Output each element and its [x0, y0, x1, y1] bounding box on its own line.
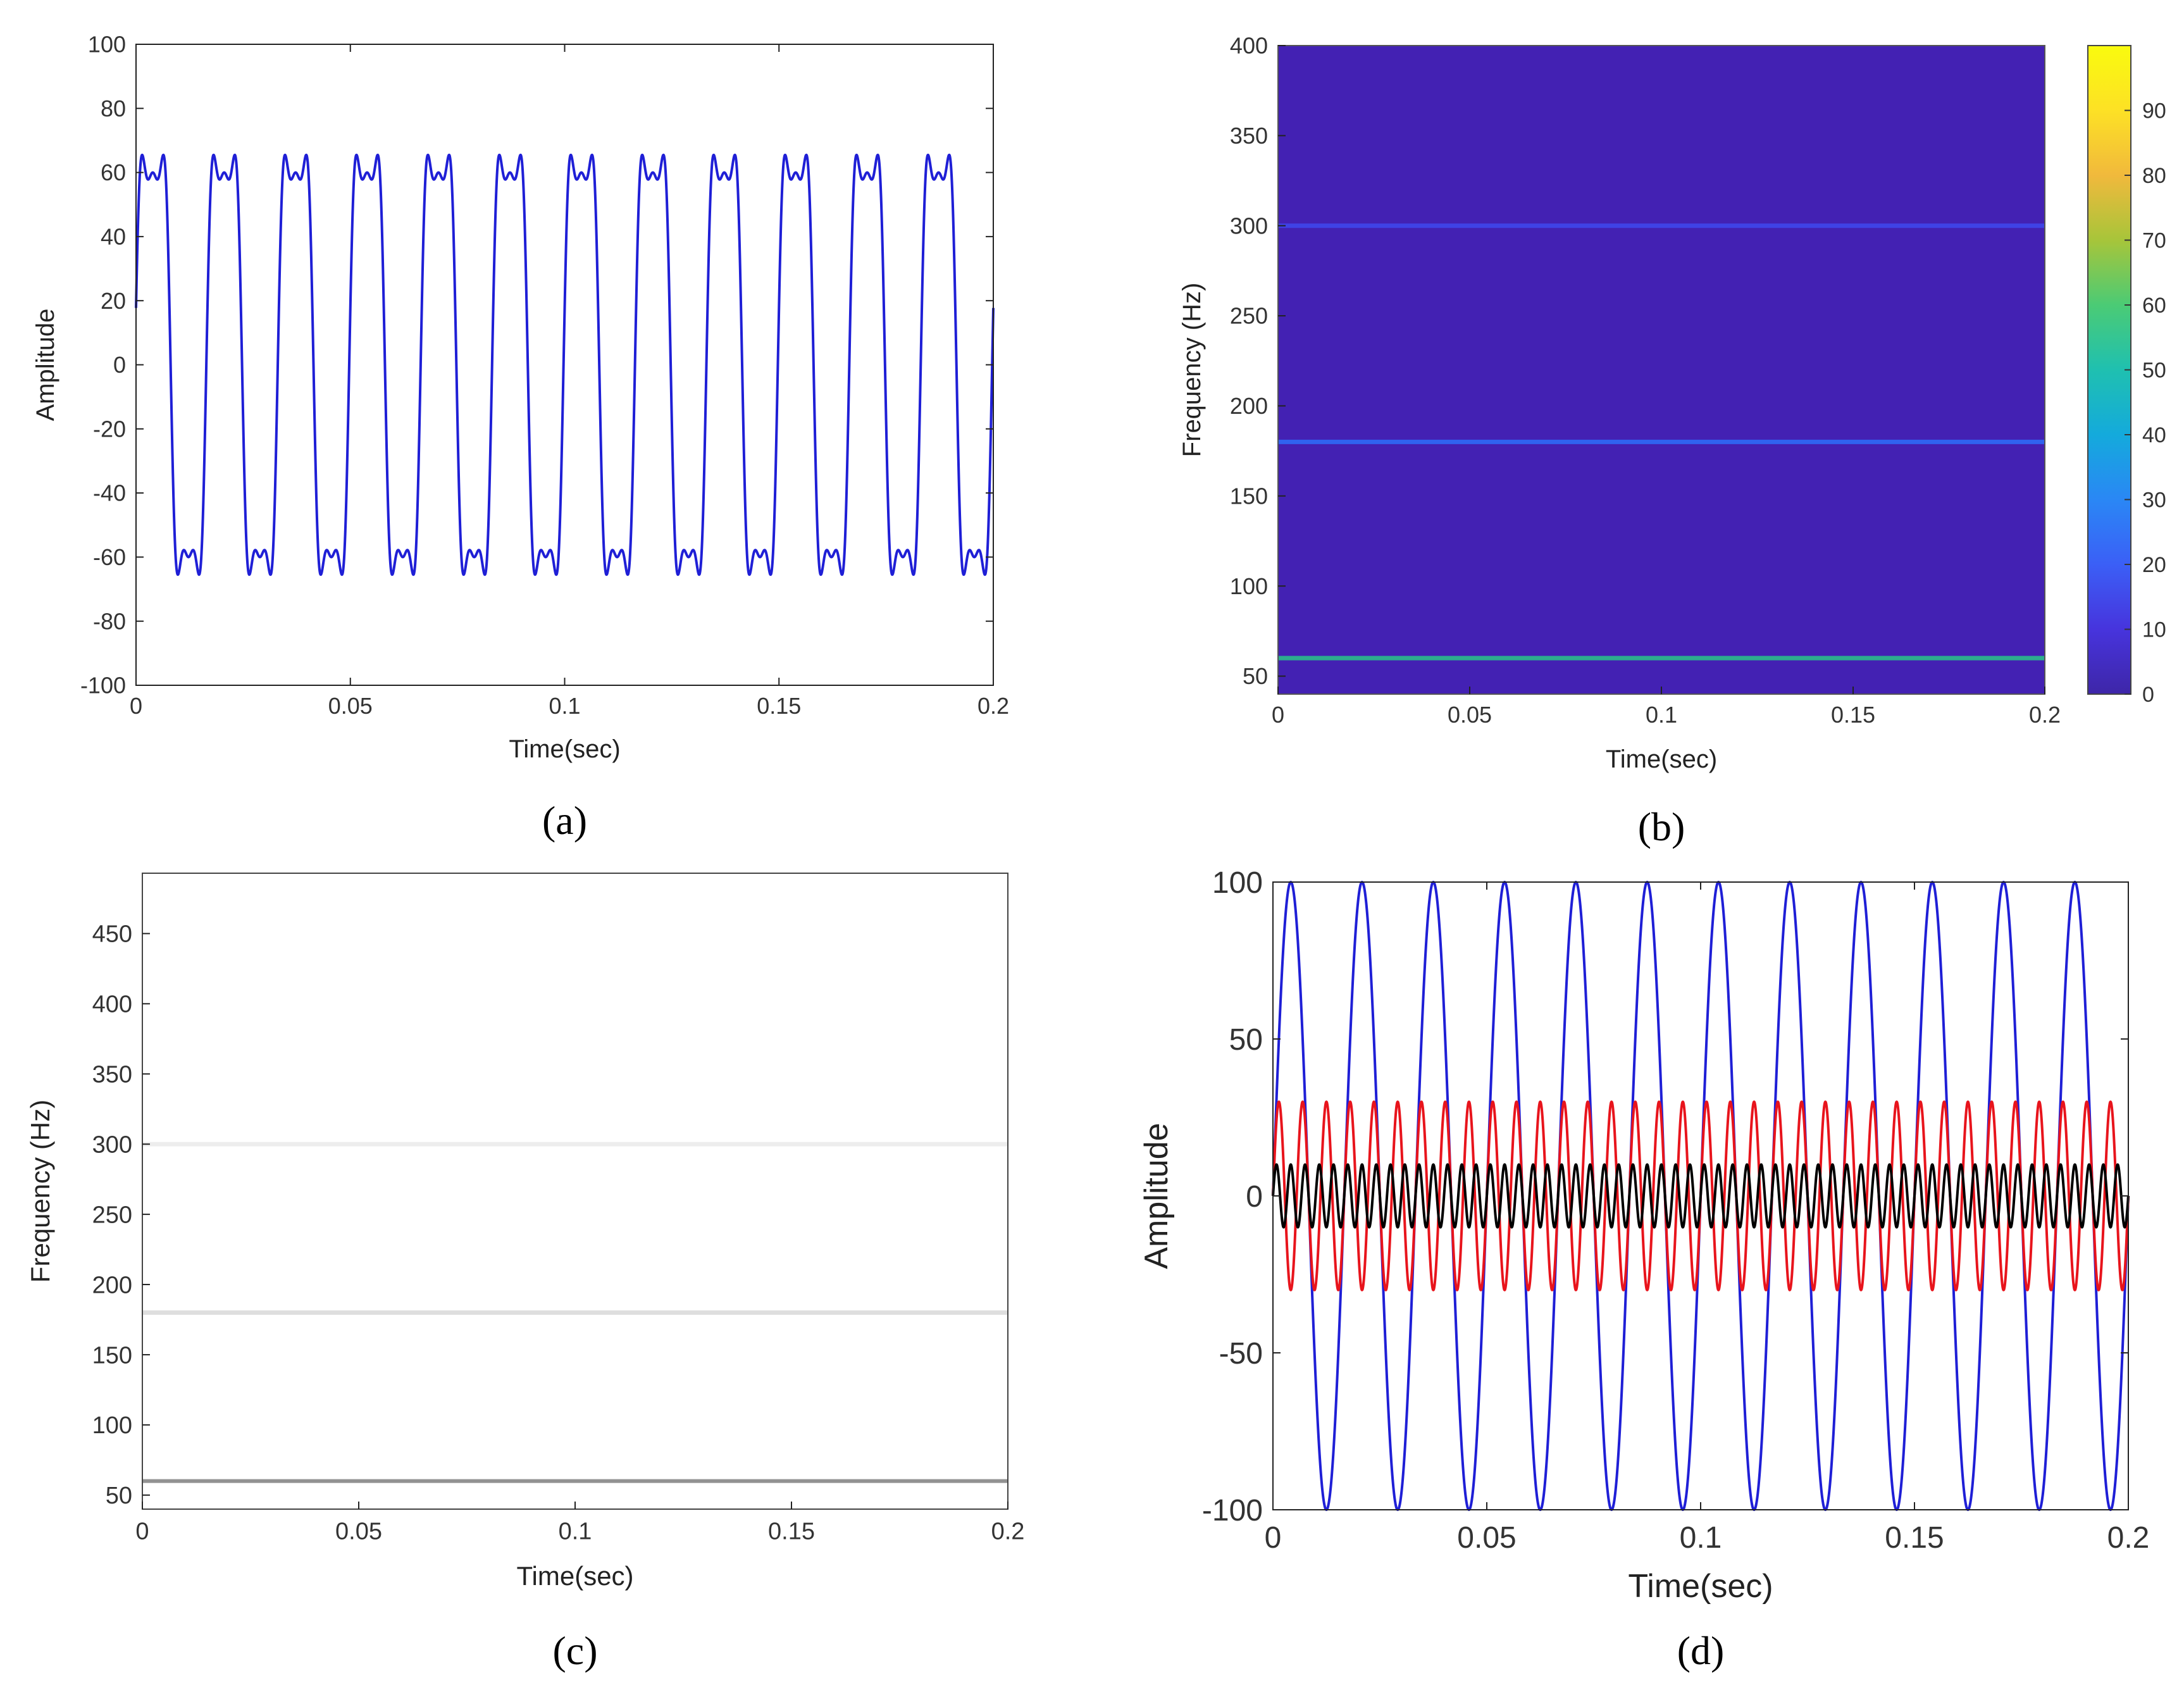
y-tick-label: 100 — [1212, 866, 1263, 900]
colorbar-tick-label: 10 — [2142, 618, 2166, 642]
panel-c: 0 0.05 0.1 0.15 0.2 450 400 350 300 250 200 150 100 5… — [25, 873, 1024, 1673]
frequency-band-60hz — [1278, 656, 2045, 661]
x-tick-label: 0 — [130, 693, 142, 719]
y-tick-label: 350 — [92, 1062, 132, 1088]
x-tick-label: 0.05 — [335, 1519, 382, 1545]
x-tick-label: 0.1 — [1646, 702, 1677, 728]
colorbar-tick-label: 60 — [2142, 294, 2166, 318]
y-tick-label: -60 — [93, 544, 126, 570]
frequency-band-300hz — [1278, 223, 2045, 228]
y-tick-label: 450 — [92, 921, 132, 948]
spectrogram-background — [1278, 46, 2045, 694]
colorbar-tick-label: 0 — [2142, 683, 2154, 707]
colorbar-tick-label: 20 — [2142, 553, 2166, 577]
y-tick-label: -80 — [93, 608, 126, 634]
x-tick-label: 0.2 — [977, 693, 1009, 719]
panel-a: 0 0.05 0.1 0.15 0.2 100 80 60 40 20 0 -20 -40 -60 -80 -… — [32, 32, 1009, 843]
x-tick-label: 0.15 — [1831, 702, 1875, 728]
frequency-band-180hz — [142, 1310, 1008, 1315]
y-tick-label: 100 — [92, 1412, 132, 1439]
x-tick-label: 0.15 — [757, 693, 801, 719]
series-line-300hz — [1272, 1163, 2130, 1229]
y-tick-label: 80 — [101, 96, 126, 121]
y-tick-label: 0 — [113, 352, 126, 378]
y-tick-label: 50 — [1243, 663, 1268, 689]
colorbar-tick-label: 30 — [2142, 488, 2166, 513]
panel-d: 0 0.05 0.1 0.15 0.2 100 50 0 -50 -100 Time(sec) Amp… — [1138, 866, 2149, 1673]
x-tick-label: 0.05 — [1457, 1521, 1516, 1555]
y-tick-label: 0 — [1246, 1180, 1263, 1214]
colorbar-tick-label: 50 — [2142, 359, 2166, 383]
x-tick-label: 0.1 — [549, 693, 580, 719]
frequency-band-180hz — [1278, 439, 2045, 444]
y-tick-label: 250 — [1230, 303, 1268, 329]
colorbar-tick-label: 80 — [2142, 164, 2166, 188]
y-tick-label: 50 — [106, 1483, 132, 1509]
y-axis-label: Amplitude — [1138, 1123, 1175, 1269]
y-tick-label: 150 — [92, 1342, 132, 1369]
y-tick-label: 50 — [1229, 1023, 1263, 1057]
spectrogram-background — [142, 873, 1008, 1509]
y-axis-label: Amplitude — [32, 309, 59, 421]
x-tick-label: 0.15 — [1885, 1521, 1944, 1555]
x-tick-label: 0.05 — [328, 693, 373, 719]
x-tick-label: 0.15 — [768, 1519, 815, 1545]
y-tick-label: -50 — [1219, 1337, 1263, 1371]
x-tick-label: 0.2 — [2029, 702, 2061, 728]
x-tick-label: 0 — [1265, 1521, 1282, 1555]
panel-b: 0 0.05 0.1 0.15 0.240035030025020015010050Ti… — [1178, 33, 2166, 849]
x-tick-label: 0.05 — [1448, 702, 1492, 728]
colorbar-tick-label: 90 — [2142, 99, 2166, 123]
x-axis-label: Time(sec) — [509, 735, 620, 763]
series-line-composite — [135, 153, 995, 576]
y-tick-label: 40 — [101, 224, 126, 250]
y-tick-label: 250 — [92, 1202, 132, 1228]
panel-caption: (d) — [1677, 1628, 1725, 1673]
x-axis-label: Time(sec) — [516, 1561, 633, 1591]
y-tick-label: 350 — [1230, 123, 1268, 149]
y-tick-label: 400 — [92, 992, 132, 1018]
panel-caption: (b) — [1638, 804, 1685, 849]
x-tick-label: 0 — [1272, 702, 1284, 728]
y-tick-label: -100 — [1202, 1494, 1263, 1527]
y-tick-label: -100 — [80, 673, 126, 699]
frequency-band-300hz — [142, 1141, 1008, 1147]
colorbar-tick-label: 40 — [2142, 423, 2166, 447]
y-tick-label: 20 — [101, 288, 126, 314]
frequency-band-60hz — [142, 1479, 1008, 1483]
x-axis-label: Time(sec) — [1606, 745, 1717, 773]
x-tick-label: 0.2 — [2107, 1521, 2150, 1555]
y-tick-label: 100 — [88, 32, 126, 58]
y-tick-label: -20 — [93, 416, 126, 442]
y-tick-label: 400 — [1230, 33, 1268, 59]
y-tick-label: 60 — [101, 159, 126, 185]
y-tick-label: 150 — [1230, 483, 1268, 509]
y-tick-label: 100 — [1230, 573, 1268, 599]
y-tick-label: 300 — [1230, 213, 1268, 239]
panel-caption: (a) — [542, 798, 587, 843]
x-tick-label: 0.1 — [1680, 1521, 1722, 1555]
y-tick-label: -40 — [93, 480, 126, 506]
x-axis-label: Time(sec) — [1628, 1568, 1773, 1605]
colorbar-tick-label: 70 — [2142, 229, 2166, 253]
y-tick-label: 300 — [92, 1131, 132, 1158]
x-tick-label: 0.1 — [559, 1519, 592, 1545]
colorbar — [2087, 45, 2131, 695]
y-tick-label: 200 — [1230, 393, 1268, 419]
x-tick-label: 0.2 — [991, 1519, 1025, 1545]
y-axis-label: Frequency (Hz) — [25, 1100, 55, 1283]
y-axis-label: Frequency (Hz) — [1178, 283, 1206, 457]
y-tick-label: 200 — [92, 1272, 132, 1298]
panel-caption: (c) — [552, 1628, 597, 1673]
x-tick-label: 0 — [135, 1519, 149, 1545]
